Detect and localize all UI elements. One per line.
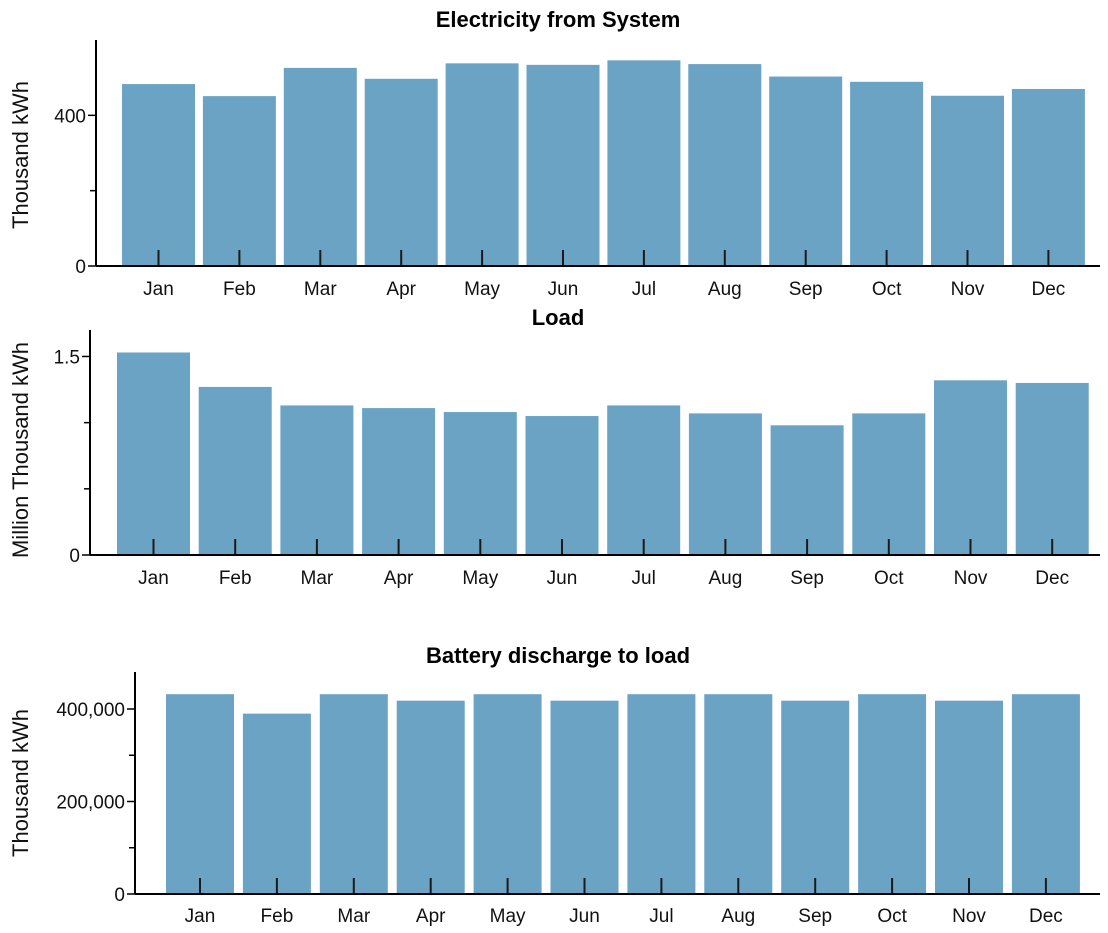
x-tick-label: Oct bbox=[872, 279, 902, 300]
x-tick-label: Jun bbox=[548, 279, 579, 300]
x-tick-label: Jan bbox=[138, 568, 169, 589]
bar-jun bbox=[525, 416, 599, 555]
x-tick-label: May bbox=[490, 906, 526, 927]
bar-jul bbox=[607, 405, 681, 555]
bar-oct bbox=[852, 413, 926, 555]
bar-feb bbox=[202, 96, 276, 266]
bar-sep bbox=[770, 425, 844, 555]
x-tick-label: Feb bbox=[261, 906, 294, 927]
bar-dec bbox=[1011, 694, 1080, 894]
y-axis-label: Million Thousand kWh bbox=[8, 342, 33, 558]
x-tick-label: Nov bbox=[952, 906, 986, 927]
bar-mar bbox=[283, 67, 357, 266]
bar-jun bbox=[550, 700, 619, 894]
bar-dec bbox=[1015, 382, 1089, 555]
bar-aug bbox=[688, 64, 762, 267]
x-tick-label: Dec bbox=[1029, 906, 1063, 927]
chart-panel-2: Load Million Thousand kWh Jan Feb Mar Apr May J… bbox=[8, 305, 1100, 589]
x-tick-label: Mar bbox=[337, 906, 370, 927]
y-tick-label: 400,000 bbox=[56, 700, 125, 721]
x-tick-label: Jun bbox=[569, 906, 600, 927]
x-tick-label: Jan bbox=[143, 279, 174, 300]
x-tick-label: May bbox=[462, 568, 498, 589]
y-tick-label: 200,000 bbox=[56, 793, 125, 814]
x-tick-label: Nov bbox=[954, 568, 988, 589]
bar-mar bbox=[319, 694, 388, 894]
bar-nov bbox=[931, 95, 1004, 266]
chart-title: Electricity from System bbox=[436, 7, 681, 32]
bar-apr bbox=[362, 408, 436, 555]
chart-title: Battery discharge to load bbox=[426, 643, 690, 668]
x-tick-label: Apr bbox=[386, 279, 416, 300]
x-tick-label: Aug bbox=[721, 906, 755, 927]
y-tick-label: 0 bbox=[75, 257, 86, 278]
x-tick-label: Sep bbox=[789, 279, 823, 300]
x-tick-label: Jul bbox=[649, 906, 673, 927]
x-tick-label: Jul bbox=[632, 279, 656, 300]
chart-panel-1: Electricity from System Thousand kWh Jan Fe… bbox=[8, 7, 1100, 300]
bar-may bbox=[445, 63, 519, 266]
y-tick-label: 0 bbox=[114, 885, 125, 906]
x-tick-label: Sep bbox=[790, 568, 824, 589]
bar-jun bbox=[526, 64, 600, 266]
x-tick-label: Jan bbox=[185, 906, 216, 927]
x-tick-label: Oct bbox=[874, 568, 904, 589]
bar-jan bbox=[122, 84, 195, 266]
x-tick-label: Feb bbox=[219, 568, 252, 589]
bar-sep bbox=[781, 700, 850, 894]
bar-may bbox=[473, 694, 542, 894]
bar-feb bbox=[242, 713, 311, 894]
y-axis-label: Thousand kWh bbox=[8, 709, 33, 857]
x-tick-label: Mar bbox=[301, 568, 334, 589]
bar-mar bbox=[280, 405, 354, 555]
x-tick-label: Nov bbox=[951, 279, 985, 300]
x-tick-label: Dec bbox=[1032, 279, 1066, 300]
bar-nov bbox=[935, 700, 1003, 894]
y-axis-label: Thousand kWh bbox=[8, 81, 33, 229]
bar-may bbox=[443, 412, 517, 555]
x-tick-label: Aug bbox=[708, 568, 742, 589]
bar-feb bbox=[198, 386, 272, 555]
chart-panel-3: Battery discharge to load Thousand kWh Jan… bbox=[8, 643, 1100, 927]
y-tick-label: 0 bbox=[69, 546, 80, 567]
y-tick-label: 400 bbox=[54, 106, 86, 127]
x-tick-label: Aug bbox=[708, 279, 742, 300]
bar-sep bbox=[769, 76, 843, 266]
y-tick-label: 1.5 bbox=[54, 347, 80, 368]
bar-aug bbox=[704, 694, 773, 894]
x-tick-label: Sep bbox=[798, 906, 832, 927]
x-tick-label: Dec bbox=[1035, 568, 1069, 589]
bar-apr bbox=[364, 78, 438, 267]
x-tick-label: Jun bbox=[547, 568, 578, 589]
x-tick-label: Apr bbox=[384, 568, 414, 589]
bar-aug bbox=[688, 413, 762, 555]
x-tick-label: May bbox=[464, 279, 500, 300]
x-tick-label: Apr bbox=[416, 906, 446, 927]
bar-nov bbox=[934, 380, 1007, 555]
x-tick-label: Oct bbox=[877, 906, 907, 927]
x-tick-label: Feb bbox=[223, 279, 256, 300]
bar-jul bbox=[627, 694, 696, 894]
bar-dec bbox=[1011, 88, 1085, 266]
bar-oct bbox=[858, 694, 927, 894]
bar-apr bbox=[396, 700, 465, 894]
bar-jul bbox=[607, 60, 681, 267]
bar-jan bbox=[117, 352, 190, 555]
x-tick-label: Jul bbox=[632, 568, 656, 589]
bar-jan bbox=[166, 694, 234, 894]
bar-oct bbox=[850, 81, 924, 266]
chart-title: Load bbox=[532, 305, 585, 330]
x-tick-label: Mar bbox=[304, 279, 337, 300]
